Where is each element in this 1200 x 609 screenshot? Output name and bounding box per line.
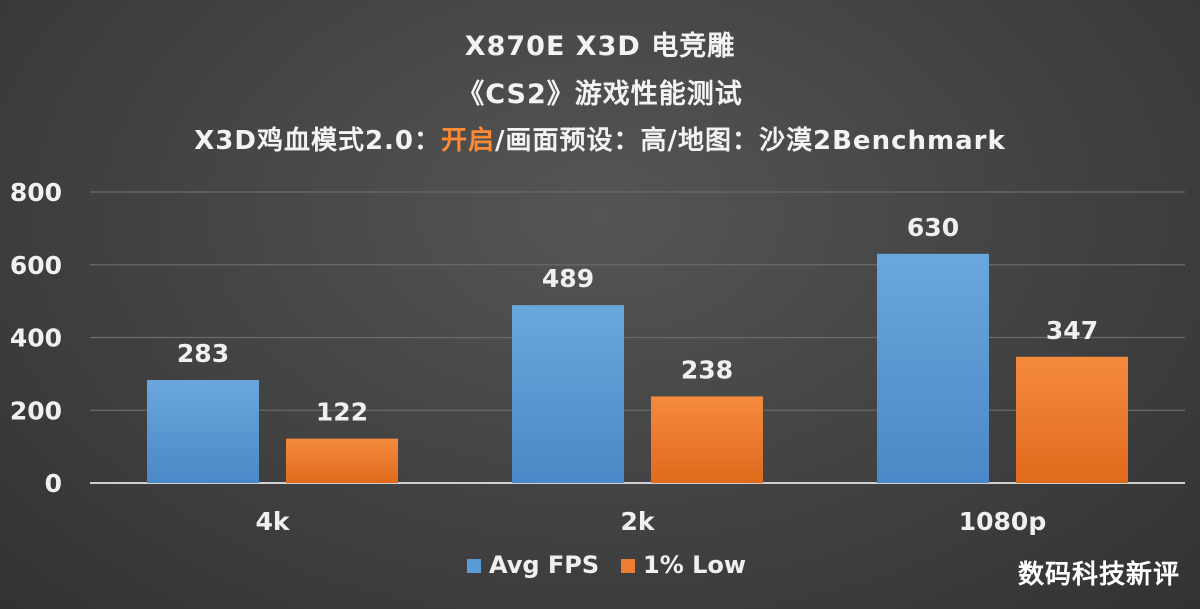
- data-label: 347: [1046, 316, 1098, 345]
- y-tick-label: 800: [10, 178, 62, 207]
- data-label: 630: [907, 213, 959, 242]
- legend-swatch: [621, 559, 635, 573]
- bar: [147, 380, 259, 483]
- y-tick-label: 200: [10, 396, 62, 425]
- legend-label: 1% Low: [643, 551, 746, 579]
- settings-highlight: 开启: [441, 126, 496, 156]
- legend-label: Avg FPS: [489, 551, 599, 579]
- y-tick-label: 400: [10, 324, 62, 353]
- chart-settings-line: X3D鸡血模式2.0：开启/画面预设：高/地图：沙漠2Benchmark: [0, 120, 1200, 157]
- x-tick-label: 2k: [620, 507, 655, 536]
- data-label: 489: [542, 264, 594, 293]
- settings-suffix: /画面预设：高/地图：沙漠2Benchmark: [495, 126, 1006, 156]
- watermark: 数码科技新评: [1017, 560, 1180, 590]
- x-tick-label: 4k: [255, 507, 290, 536]
- y-tick-label: 0: [45, 469, 62, 498]
- bar: [512, 305, 624, 483]
- bar: [651, 396, 763, 483]
- y-tick-label: 600: [10, 251, 62, 280]
- bar: [286, 438, 398, 483]
- chart-title: X870E X3D 电竞雕: [464, 31, 736, 62]
- data-label: 122: [316, 398, 368, 427]
- data-label: 283: [177, 339, 229, 368]
- legend-swatch: [467, 559, 481, 573]
- chart-subtitle: 《CS2》游戏性能测试: [457, 79, 743, 110]
- x-tick-label: 1080p: [959, 507, 1046, 536]
- bar: [877, 253, 989, 483]
- bar: [1016, 356, 1128, 483]
- settings-prefix: X3D鸡血模式2.0：: [194, 126, 442, 156]
- data-label: 238: [681, 355, 733, 384]
